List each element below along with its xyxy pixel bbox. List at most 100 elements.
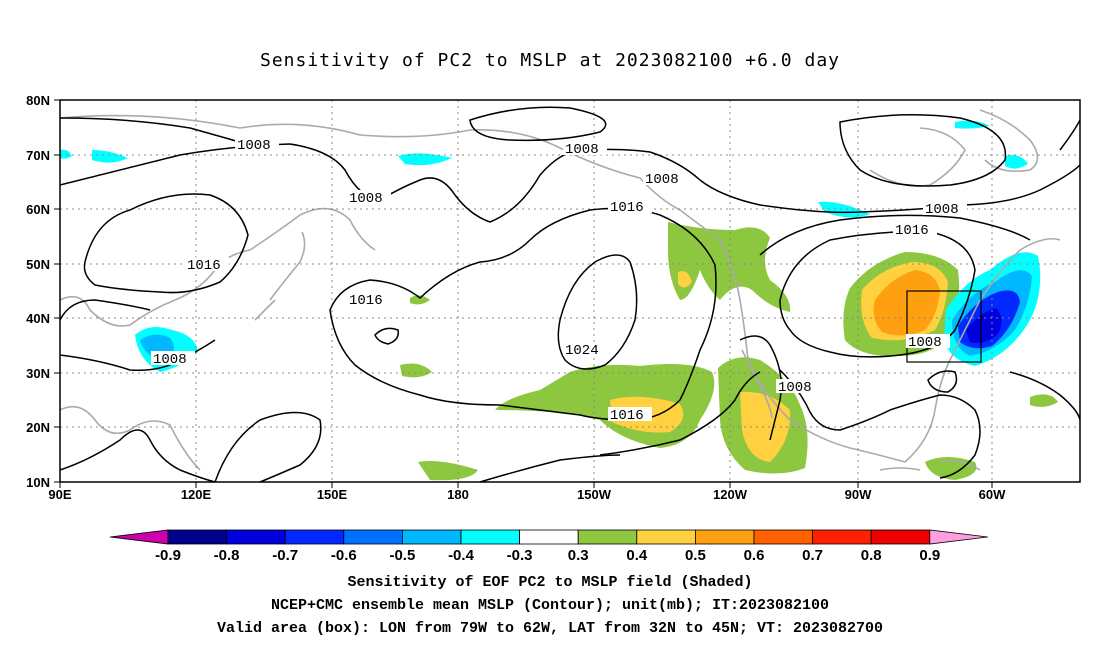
y-tick-label: 60N — [26, 202, 50, 217]
colorbar-high-arrow — [929, 529, 988, 545]
colorbar-tick-label: -0.5 — [389, 547, 415, 564]
y-tick-label: 10N — [26, 475, 50, 490]
shade-negative-arctic3 — [818, 201, 870, 218]
colorbar: -0.9 -0.8 -0.7 -0.6 -0.5 -0.4 -0.3 0.3 0.4 0.5 0.6… — [109, 529, 988, 564]
colorbar-swatch — [460, 529, 520, 545]
x-tick-label: 60W — [979, 487, 1006, 502]
coast-asia-south — [59, 405, 201, 471]
contour-1008-south — [779, 369, 981, 479]
contour-label: 1008 — [153, 352, 187, 368]
colorbar-tick-label: 0.6 — [744, 547, 765, 564]
coast-arctic-asia — [59, 114, 561, 149]
contour-label: 1016 — [187, 258, 221, 274]
colorbar-swatch — [753, 529, 813, 545]
coast-caribbean — [879, 460, 981, 471]
contour-small-loop2 — [927, 370, 958, 393]
colorbar-tick-label: -0.9 — [155, 547, 181, 564]
contour-label: 1016 — [895, 223, 929, 239]
colorbar-swatch — [167, 529, 227, 545]
contour-label: 1016 — [610, 200, 644, 216]
colorbar-tick-label: -0.8 — [214, 547, 240, 564]
y-tick-label: 50N — [26, 257, 50, 272]
contour-label: 1008 — [908, 335, 942, 351]
contour-label: 1008 — [645, 172, 679, 188]
contour-greenland-east — [1059, 119, 1081, 151]
contour-label: 1008 — [925, 202, 959, 218]
colorbar-swatch — [695, 529, 755, 545]
y-tick-label: 20N — [26, 420, 50, 435]
colorbar-swatch — [519, 529, 579, 545]
contour-1008-north — [59, 143, 1081, 223]
contour-1024 — [557, 254, 638, 370]
caption-line-2: NCEP+CMC ensemble mean MSLP (Contour); u… — [270, 597, 830, 614]
caption-line-3: Valid area (box): LON from 79W to 62W, L… — [216, 620, 884, 637]
coast-alaska — [559, 147, 721, 241]
x-tick-label: 150W — [577, 487, 612, 502]
y-tick-label: 70N — [26, 148, 50, 163]
shade-positive-small2 — [400, 363, 432, 378]
x-tick-label: 180 — [447, 487, 469, 502]
coast-baja — [741, 349, 773, 419]
contour-1016-south — [599, 371, 761, 456]
coast-na-east — [904, 237, 1061, 463]
contour-small-loop1 — [374, 327, 400, 345]
shade-negative-atlantic-core — [966, 308, 1002, 343]
shade-negative-arctic1 — [92, 150, 128, 163]
shade-positive-small1 — [418, 461, 478, 481]
contour-1008-asia-south — [59, 339, 216, 372]
colorbar-swatch — [226, 529, 286, 545]
x-axis: 90E 120E 150E 180 150W 120W 90W 60W — [48, 482, 1006, 502]
chart-title: Sensitivity of PC2 to MSLP at 2023082100… — [259, 50, 840, 71]
y-tick-label: 30N — [26, 366, 50, 381]
contour-arctic-loop — [469, 106, 607, 142]
x-tick-label: 120W — [713, 487, 748, 502]
y-tick-label: 80N — [26, 93, 50, 108]
contour-labels: 1008 1008 1008 1016 1016 1008 1016 1016 … — [151, 137, 967, 424]
contour-east-asia-trough — [59, 299, 151, 321]
contour-label: 1008 — [349, 191, 383, 207]
valid-area-box — [906, 290, 982, 363]
shade-negative-arctic6 — [60, 149, 72, 159]
contour-na-trough — [739, 335, 782, 441]
shade-positive-small3 — [1030, 394, 1058, 407]
colorbar-tick-label: 0.8 — [861, 547, 882, 564]
caption-line-1: Sensitivity of EOF PC2 to MSLP field (Sh… — [347, 574, 753, 591]
coast-na-west — [719, 239, 906, 463]
colorbar-swatch — [870, 529, 931, 545]
contour-label: 1016 — [349, 293, 383, 309]
shade-04-small — [678, 271, 692, 288]
grid-lines — [60, 100, 1080, 482]
contour-1008-atlantic — [759, 214, 1031, 256]
colorbar-tick-label: -0.6 — [331, 547, 357, 564]
contour-west-pacific — [214, 411, 322, 483]
mslp-contours — [59, 106, 1081, 483]
contour-greenland-loop — [839, 114, 1007, 187]
shade-negative-arctic5 — [955, 120, 990, 129]
colorbar-tick-label: 0.7 — [802, 547, 823, 564]
x-tick-label: 90E — [48, 487, 71, 502]
colorbar-swatch — [812, 529, 872, 545]
y-axis: 80N 70N 60N 50N 40N 30N 20N 10N — [26, 93, 60, 490]
colorbar-tick-label: -0.7 — [272, 547, 298, 564]
colorbar-tick-label: 0.4 — [626, 547, 648, 564]
sensitivity-shading — [60, 120, 1058, 481]
contour-label: 1016 — [610, 408, 644, 424]
shade-negative-arctic4 — [1005, 155, 1028, 169]
x-tick-label: 150E — [317, 487, 348, 502]
x-tick-label: 120E — [181, 487, 212, 502]
colorbar-tick-label: -0.3 — [507, 547, 533, 564]
colorbar-swatch — [577, 529, 638, 545]
colorbar-swatch — [401, 529, 462, 545]
colorbar-tick-label: 0.5 — [685, 547, 706, 564]
contour-pacific-eq — [479, 454, 621, 483]
contour-label: 1024 — [565, 343, 599, 359]
contour-far-east — [1009, 371, 1081, 421]
contour-1016-asia — [83, 193, 249, 294]
coast-japan — [254, 231, 306, 321]
map-frame — [59, 99, 1081, 483]
contour-label: 1008 — [565, 142, 599, 158]
coast-greenland — [979, 109, 1039, 173]
contour-label: 1008 — [778, 380, 812, 396]
contour-label: 1008 — [237, 138, 271, 154]
